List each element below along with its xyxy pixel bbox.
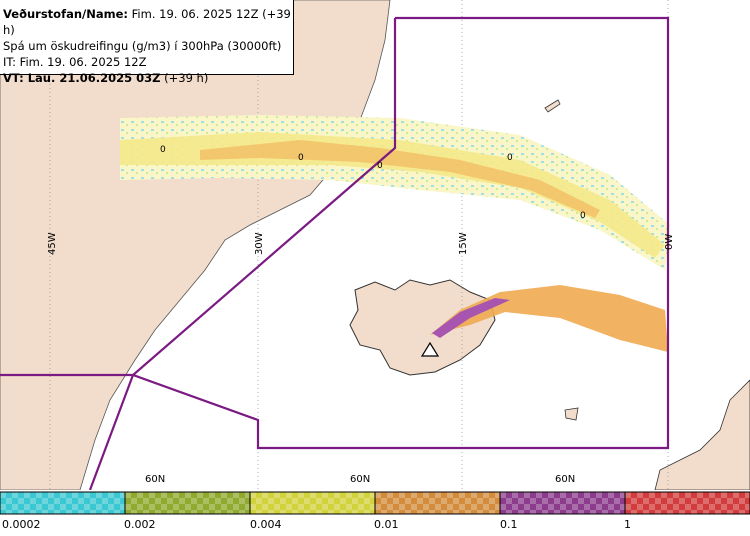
forecast-info-box: Veðurstofan/Name: Fim. 19. 06. 2025 12Z … [0,0,294,85]
valid-offset: (+39 h) [160,71,209,85]
legend-color-block [375,492,500,514]
issuer-label: Veðurstofan/Name: [3,7,128,21]
contour-label: 0 [377,161,383,171]
lat-label-60n: 60N [555,474,575,485]
legend-tick-label: 0.0002 [2,518,41,531]
legend-color-block [500,492,625,514]
ash-band-north-core [120,132,665,258]
contour-label: 0 [160,145,166,155]
faroe-islands [564,407,579,421]
issue-time: Fim. 19. 06. 2025 12Z (+39 h) [3,7,291,37]
forecast-description: Spá um öskudreifingu (g/m3) í 300hPa (30… [3,39,282,53]
legend-color-block [250,492,375,514]
lat-label-60n: 60N [350,474,370,485]
triangle-volcano-icon [420,341,440,357]
contour-label: 0 [507,153,513,163]
legend-tick-label: 0.01 [374,518,399,531]
norway-coast [654,379,750,491]
concentration-legend: 0.0002 0.002 0.004 0.01 0.1 1 [0,490,750,532]
valid-time: VT: Lau. 21.06.2025 03Z [3,71,161,85]
legend-tick-label: 0.002 [124,518,156,531]
legend-color-block [125,492,250,514]
lon-label-45w: 45W [47,232,58,255]
lat-label-60n: 60N [145,474,165,485]
lon-label-0w: 0W [664,234,675,250]
legend-tick-label: 1 [624,518,631,531]
legend-color-block [625,492,750,514]
legend-tick-label: 0.004 [250,518,282,531]
legend-color-block [0,492,125,514]
fir-boundaries [0,16,670,491]
lon-label-30w: 30W [254,232,265,255]
contour-label: 0 [580,211,586,221]
legend-tick-label: 0.1 [500,518,518,531]
initial-time: IT: Fim. 19. 06. 2025 12Z [3,55,147,69]
iceland-landmass [349,279,496,376]
jan-mayen-island [544,99,561,113]
contour-label: 0 [298,153,304,163]
ash-plume-core [432,298,510,338]
ash-forecast-map: 0 0 0 0 0 45W 30W 15W 0W 60N 60N 60N [0,0,750,491]
lon-label-15w: 15W [458,232,469,255]
